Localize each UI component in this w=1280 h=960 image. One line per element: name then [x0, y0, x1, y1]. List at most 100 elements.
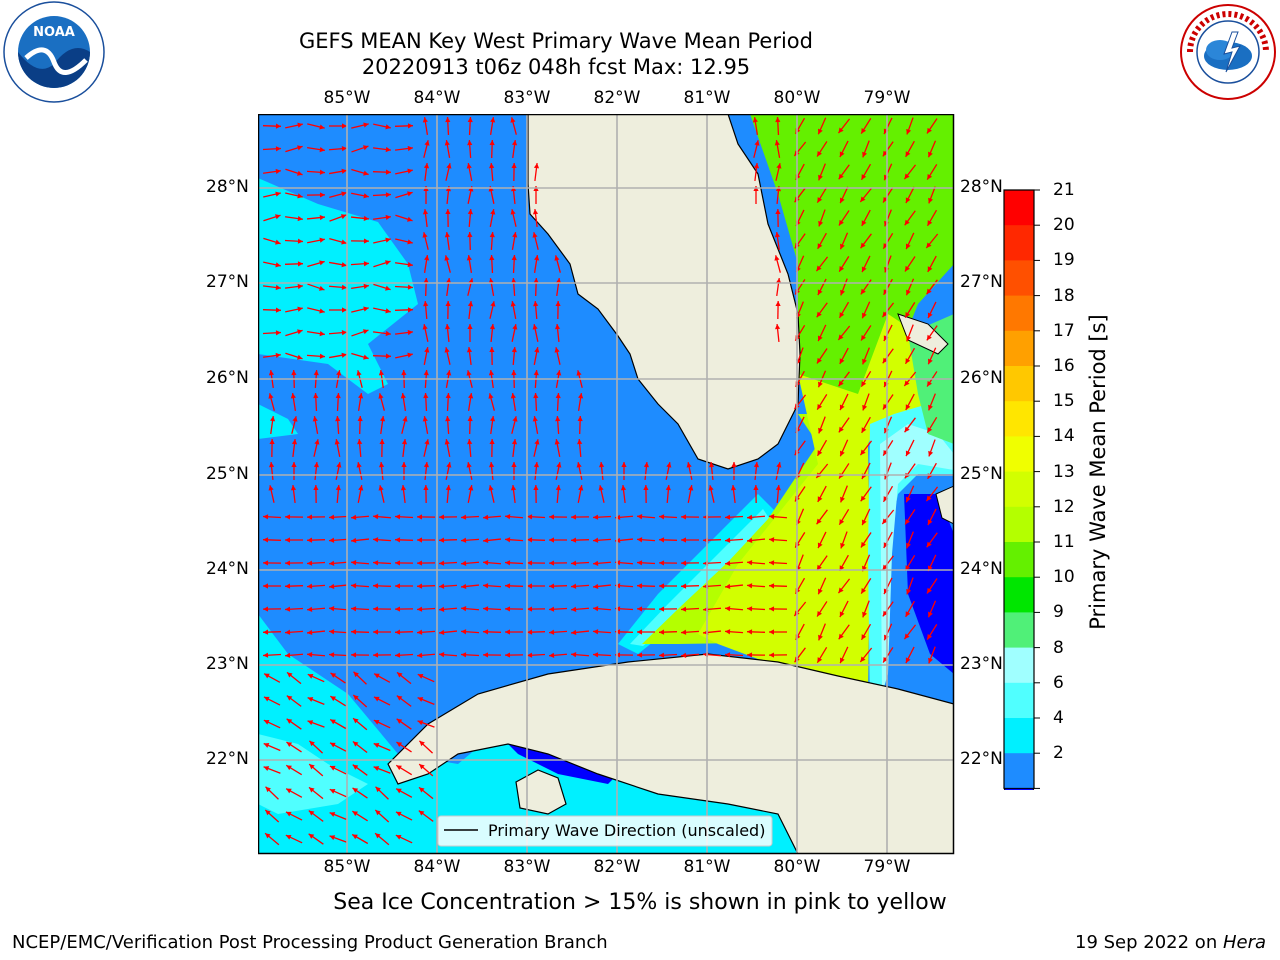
- wave-arrow: [533, 347, 540, 365]
- wave-arrow: [577, 485, 584, 503]
- colorbar-tick-label: 11: [1053, 532, 1075, 552]
- wave-arrow: [466, 462, 473, 480]
- lon-label-top: 83°W: [503, 88, 551, 108]
- wave-arrow: [511, 416, 518, 434]
- colorbar-tick-label: 16: [1053, 356, 1075, 376]
- wave-arrow: [511, 162, 517, 182]
- wave-arrow: [533, 484, 539, 504]
- wave-arrow: [686, 462, 693, 480]
- colorbar-tick-label: 2: [1053, 743, 1064, 764]
- wave-arrow: [905, 232, 915, 250]
- wave-arrow: [423, 277, 429, 297]
- wave-arrow: [329, 352, 347, 359]
- wave-arrow: [284, 283, 304, 290]
- wave-arrow: [438, 606, 458, 612]
- wave-arrow: [489, 415, 496, 435]
- wave-arrow: [378, 461, 385, 481]
- wave-arrow: [286, 718, 302, 730]
- wave-arrow: [753, 162, 760, 182]
- wave-arrow: [636, 583, 656, 589]
- colorbar-cell: [1004, 718, 1034, 754]
- wave-arrow: [658, 560, 678, 566]
- colorbar-tick-label: 15: [1053, 391, 1075, 412]
- wave-arrow: [329, 123, 347, 129]
- wave-arrow: [306, 560, 326, 566]
- wave-arrow: [488, 278, 495, 296]
- colorbar-tick-label: 8: [1053, 637, 1064, 658]
- wave-arrow: [466, 346, 473, 366]
- wave-arrow: [395, 168, 413, 175]
- wave-arrow: [445, 415, 451, 435]
- wave-arrow: [724, 514, 744, 520]
- wave-arrow: [532, 208, 539, 228]
- lat-label-left: 24°N: [206, 559, 249, 579]
- wave-arrow: [926, 118, 938, 134]
- wave-arrow: [643, 484, 649, 504]
- lat-label-right: 25°N: [960, 464, 1003, 484]
- wave-arrow: [489, 301, 496, 319]
- wave-arrow: [816, 186, 828, 204]
- wave-arrow: [328, 537, 348, 543]
- wave-arrow: [350, 537, 370, 544]
- wave-arrow: [592, 514, 612, 520]
- wave-arrow: [379, 415, 386, 435]
- lon-label-bottom: 84°W: [413, 857, 461, 877]
- wave-arrow: [328, 560, 348, 566]
- wave-arrow: [394, 307, 414, 313]
- wave-arrow: [904, 210, 916, 226]
- wave-arrow: [262, 652, 282, 658]
- wave-arrow: [285, 537, 303, 543]
- wave-arrow: [926, 624, 938, 640]
- wave-arrow: [262, 560, 282, 566]
- lon-label-top: 84°W: [413, 88, 461, 108]
- wave-arrow: [775, 277, 782, 297]
- wave-arrow: [882, 485, 894, 503]
- period-12-13-region: [698, 314, 928, 694]
- wave-arrow: [504, 537, 524, 543]
- wave-arrow: [352, 717, 368, 731]
- wave-arrow: [460, 606, 480, 612]
- wave-arrow: [817, 117, 827, 135]
- wave-arrow: [680, 629, 700, 635]
- wave-arrow: [555, 462, 562, 480]
- wave-arrow: [379, 438, 385, 458]
- wave-arrow: [510, 484, 517, 504]
- wave-arrow: [423, 140, 430, 158]
- wave-arrow: [555, 300, 561, 320]
- wave-arrow: [637, 629, 655, 635]
- wave-arrow: [731, 462, 737, 480]
- wave-arrow: [285, 145, 303, 153]
- wave-arrow: [372, 583, 392, 589]
- wave-arrow: [329, 812, 347, 820]
- wave-arrow: [307, 307, 325, 314]
- wave-arrow: [467, 300, 474, 320]
- wave-arrow: [708, 461, 715, 481]
- wave-arrow: [444, 255, 451, 273]
- wave-arrow: [862, 347, 870, 365]
- wave-arrow: [335, 462, 342, 480]
- wave-arrow: [423, 461, 430, 481]
- legend-label: Primary Wave Direction (unscaled): [488, 821, 766, 840]
- wave-arrow: [708, 485, 715, 503]
- wave-arrow: [306, 214, 326, 221]
- wave-arrow: [533, 300, 539, 320]
- wave-arrow: [903, 624, 917, 640]
- wave-arrow: [680, 560, 700, 566]
- wave-arrow: [504, 652, 524, 658]
- wave-arrow: [904, 347, 916, 365]
- wave-arrow: [839, 186, 849, 204]
- wave-arrow: [904, 509, 916, 525]
- lat-label-right: 24°N: [960, 559, 1003, 579]
- wave-arrow: [394, 284, 414, 290]
- wave-arrow: [308, 810, 324, 822]
- wave-arrow: [328, 146, 348, 152]
- wave-arrow: [906, 531, 914, 549]
- wave-arrow: [860, 118, 872, 134]
- wave-arrow: [291, 416, 298, 434]
- wave-arrow: [548, 583, 568, 589]
- wave-arrow: [926, 416, 938, 434]
- chart-subtitle: 20220913 t06z 048h fcst Max: 12.95: [361, 55, 751, 79]
- wave-arrow: [526, 606, 546, 612]
- wave-arrow: [352, 787, 368, 799]
- wave-arrow: [284, 215, 304, 222]
